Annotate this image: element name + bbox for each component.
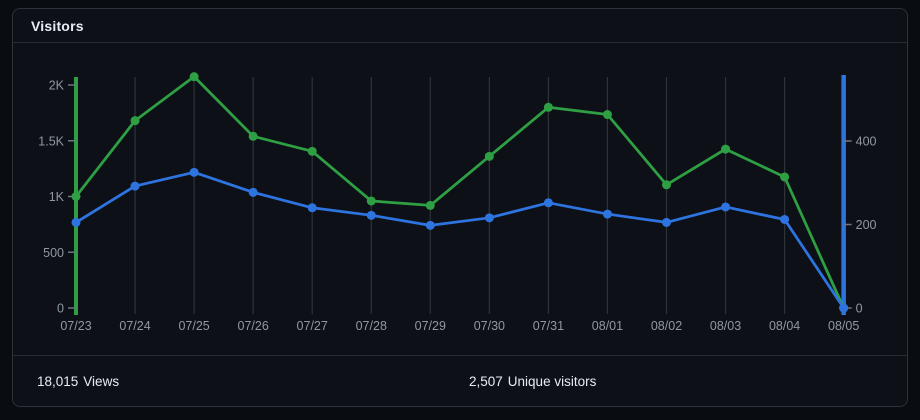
data-point-views-08/02[interactable] — [662, 180, 671, 190]
visitors-chart: 0 500 1K 1.5K 2K 0 200 400 07/23 07/24 07/25 07/26 0… — [38, 72, 877, 333]
total-views-stat: 18,015 Views — [13, 374, 461, 389]
total-unique-label: Unique visitors — [507, 373, 597, 389]
x-axis-label: 08/05 — [828, 319, 859, 333]
data-point-unique-visitors-08/02[interactable] — [662, 217, 671, 227]
chart-footer: 18,015 Views 2,507 Unique visitors — [13, 355, 907, 406]
data-point-views-07/27[interactable] — [307, 146, 317, 156]
data-point-unique-visitors-07/28[interactable] — [366, 210, 376, 220]
y-axis-label-left: 500 — [43, 246, 64, 260]
x-axis-label: 08/04 — [769, 319, 800, 333]
data-point-unique-visitors-08/04[interactable] — [780, 214, 790, 224]
x-axis-label: 07/23 — [60, 319, 91, 333]
data-point-views-07/28[interactable] — [366, 196, 376, 206]
x-axis-label: 08/03 — [710, 319, 741, 333]
total-unique-visitors-stat: 2,507 Unique visitors — [461, 374, 907, 389]
total-unique-value: 2,507 — [469, 373, 503, 389]
data-point-views-07/31[interactable] — [543, 102, 553, 112]
data-point-unique-visitors-07/27[interactable] — [307, 203, 317, 213]
data-point-unique-visitors-07/24[interactable] — [130, 181, 140, 191]
total-views-label: Views — [83, 373, 120, 389]
data-point-views-07/23[interactable] — [71, 192, 81, 201]
data-point-unique-visitors-07/23[interactable] — [71, 217, 81, 227]
card-header: Visitors — [13, 9, 907, 43]
data-point-unique-visitors-07/30[interactable] — [484, 213, 494, 223]
y-axis-label-left: 1K — [49, 190, 65, 204]
series-line-unique-visitors — [74, 170, 846, 310]
data-point-views-07/26[interactable] — [248, 131, 258, 141]
data-point-views-08/04[interactable] — [780, 172, 790, 182]
x-axis-label: 07/31 — [533, 319, 564, 333]
data-point-unique-visitors-08/03[interactable] — [721, 202, 731, 212]
data-point-views-07/30[interactable] — [484, 151, 494, 161]
visitors-card: Visitors 0 500 1K 1.5K 2K 0 200 400 07/23 07/24 07… — [12, 8, 908, 407]
chart-area: 0 500 1K 1.5K 2K 0 200 400 07/23 07/24 07/25 07/26 0… — [13, 43, 907, 355]
data-point-unique-visitors-07/31[interactable] — [543, 198, 553, 208]
y-axis-label-left: 1.5K — [38, 134, 64, 148]
x-axis-label: 07/30 — [474, 319, 505, 333]
data-point-unique-visitors-07/29[interactable] — [425, 220, 435, 230]
y-axis-label-right: 0 — [856, 302, 863, 316]
x-axis-label: 07/27 — [297, 319, 328, 333]
page-title: Visitors — [31, 17, 84, 34]
x-axis-label: 07/29 — [415, 319, 446, 333]
data-point-unique-visitors-07/26[interactable] — [248, 187, 258, 197]
data-point-views-07/25[interactable] — [189, 72, 199, 82]
data-point-unique-visitors-08/05[interactable] — [839, 303, 849, 313]
data-point-views-08/01[interactable] — [602, 110, 612, 120]
series-line-views — [74, 75, 846, 310]
x-axis-label: 07/24 — [119, 319, 150, 333]
x-axis-label: 07/25 — [178, 319, 209, 333]
y-axis-label-right: 200 — [856, 218, 877, 232]
y-axis-label-right: 400 — [856, 135, 877, 149]
x-axis-label: 07/28 — [356, 319, 387, 333]
data-point-views-08/03[interactable] — [721, 144, 731, 154]
data-point-unique-visitors-07/25[interactable] — [189, 167, 199, 177]
data-point-views-07/24[interactable] — [130, 116, 140, 126]
data-point-unique-visitors-08/01[interactable] — [602, 209, 612, 219]
x-axis-label: 08/02 — [651, 319, 682, 333]
total-views-value: 18,015 — [37, 373, 79, 389]
y-axis-label-left: 0 — [57, 302, 64, 316]
data-point-views-07/29[interactable] — [425, 200, 435, 210]
y-axis-label-left: 2K — [49, 79, 65, 93]
x-axis-label: 08/01 — [592, 319, 623, 333]
x-axis-label: 07/26 — [238, 319, 269, 333]
